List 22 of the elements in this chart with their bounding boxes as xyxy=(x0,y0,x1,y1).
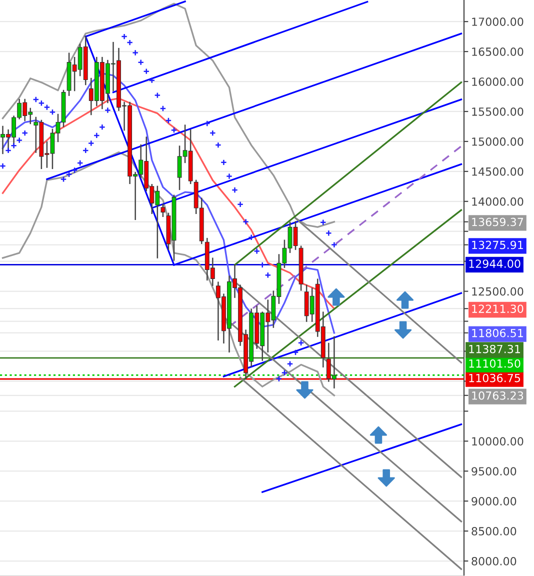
y-tick-label: 12211.30 xyxy=(472,304,524,313)
y-tick-label: 14500.00 xyxy=(472,167,524,176)
y-tick-label: 14000.00 xyxy=(472,197,524,206)
y-tick-label: 17000.00 xyxy=(472,18,524,26)
ref-line-label: 11101.50 xyxy=(469,359,520,368)
ref-line-label: 12944.00 xyxy=(469,260,520,268)
y-tick-label: 9500.00 xyxy=(472,467,516,476)
y-tick-label: 15500.00 xyxy=(472,107,524,116)
y-tick-label: 12500.00 xyxy=(472,287,524,296)
y-tick-label: 8500.00 xyxy=(472,527,516,536)
ref-line-label: 11387.31 xyxy=(469,344,520,354)
y-tick-label: 15000.00 xyxy=(472,137,524,146)
y-tick-label: 16500.00 xyxy=(472,48,524,56)
y-tick-label: 11806.51 xyxy=(472,328,523,338)
y-tick-label: 10763.23 xyxy=(472,391,524,400)
y-tick-label: 9000.00 xyxy=(472,497,516,506)
y-tick-label: 8000.00 xyxy=(472,556,516,566)
y-tick-label: 10000.00 xyxy=(472,437,524,446)
y-tick-label: 16000.00 xyxy=(472,77,524,86)
y-tick-label: 13659.37 xyxy=(472,218,524,226)
y-tick-label: 13275.91 xyxy=(472,240,523,250)
ref-line-label: 11036.75 xyxy=(469,374,520,382)
